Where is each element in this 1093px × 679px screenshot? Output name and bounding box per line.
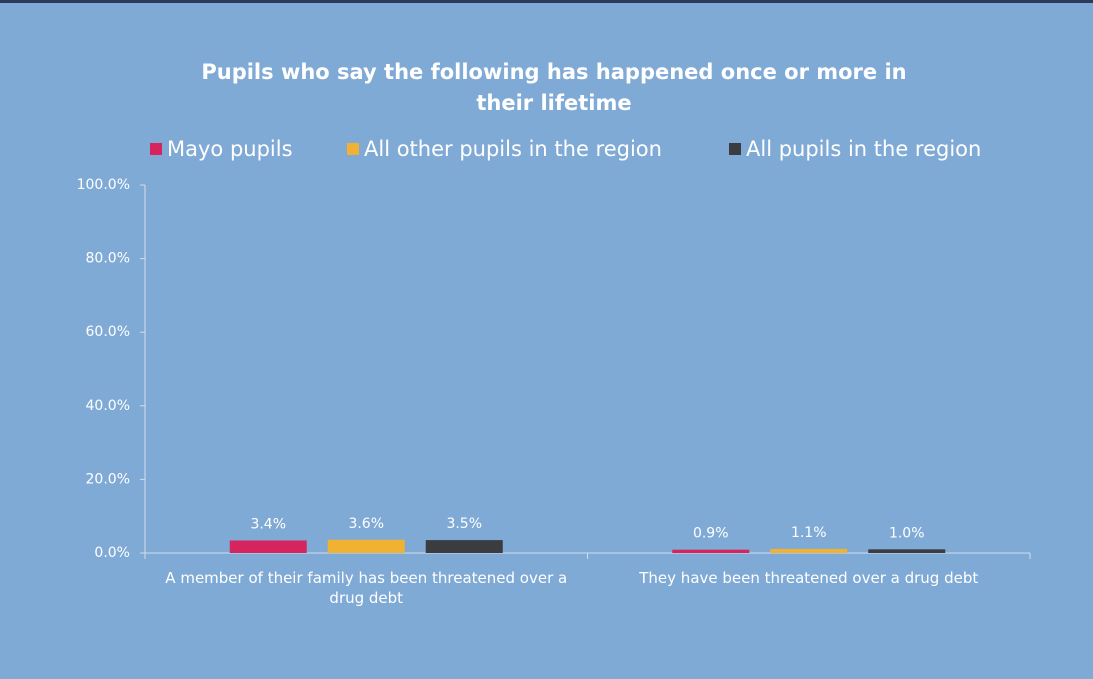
legend-swatch <box>347 143 359 155</box>
bar <box>229 540 307 553</box>
value-label: 3.6% <box>348 516 384 532</box>
x-tick-label: A member of their family has been threat… <box>165 569 568 607</box>
legend-label: All pupils in the region <box>746 137 981 161</box>
bar <box>770 548 848 553</box>
x-tick-label: They have been threatened over a drug de… <box>639 569 979 587</box>
value-label: 1.0% <box>889 525 925 541</box>
y-tick-label: 20.0% <box>86 471 130 487</box>
y-tick-label: 0.0% <box>94 545 130 561</box>
y-tick-label: 60.0% <box>86 324 130 340</box>
y-tick-label: 40.0% <box>86 398 130 414</box>
value-label: 1.1% <box>791 525 827 541</box>
top-strip <box>0 0 1093 3</box>
chart-title: Pupils who say the following has happene… <box>201 60 906 115</box>
legend-swatch <box>150 143 162 155</box>
bar <box>327 539 405 553</box>
bar <box>672 549 750 553</box>
bar <box>868 549 946 553</box>
value-label: 3.4% <box>250 516 286 532</box>
legend-label: All other pupils in the region <box>364 137 662 161</box>
bar <box>425 540 503 553</box>
y-tick-label: 100.0% <box>77 177 130 193</box>
y-tick-label: 80.0% <box>86 251 130 267</box>
value-label: 3.5% <box>446 516 482 532</box>
legend-swatch <box>729 143 741 155</box>
legend-label: Mayo pupils <box>167 137 293 161</box>
value-label: 0.9% <box>693 526 729 542</box>
